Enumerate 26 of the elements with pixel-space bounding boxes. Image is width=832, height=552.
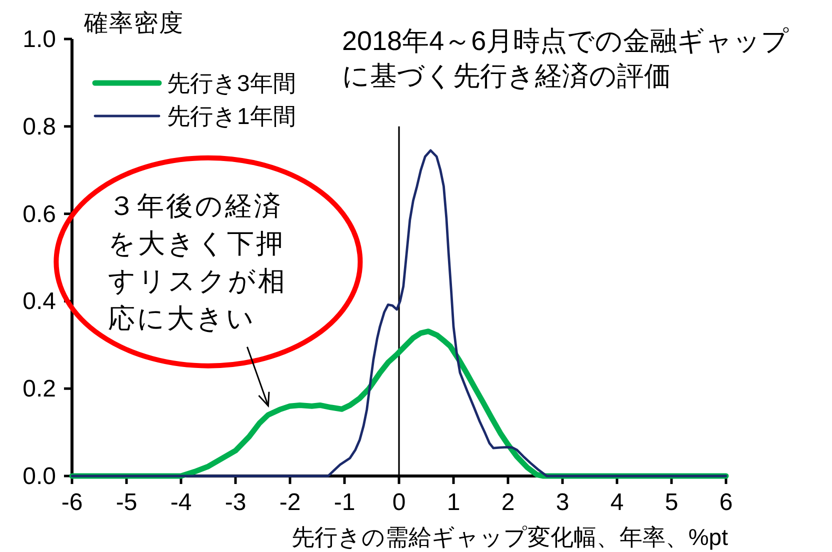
title: 2018年4～6月時点での金融ギャップ	[342, 26, 790, 56]
subtitle: に基づく先行き経済の評価	[342, 61, 671, 91]
xtick: 3	[556, 489, 570, 516]
ytick: 0.6	[22, 200, 56, 228]
xtick: 0	[392, 489, 406, 516]
xtick: 4	[610, 489, 624, 516]
xtick: -6	[61, 489, 83, 516]
xtick: -4	[170, 489, 192, 516]
xtick: -2	[279, 489, 301, 516]
legend-label: 先行き3年間	[167, 70, 296, 96]
xtick: 6	[719, 489, 733, 516]
xtick: -3	[224, 489, 246, 516]
ytick: 0.8	[22, 113, 56, 140]
xtick: 5	[664, 489, 678, 516]
xlabel: 先行きの需給ギャップ変化幅、年率、%pt	[291, 524, 728, 550]
ytick: 0.2	[22, 376, 56, 403]
ytick: 0.0	[22, 463, 56, 490]
xtick: -1	[334, 489, 356, 516]
ytick: 1.0	[22, 26, 56, 53]
ylabel: 確率密度	[84, 10, 184, 37]
xtick: -5	[116, 489, 138, 516]
annotation: ３年後の経済を大きく下押すリスクが相応に大きい	[108, 190, 288, 334]
ytick: 0.4	[22, 288, 56, 316]
xtick: 1	[446, 489, 460, 516]
legend-label: 先行き1年間	[167, 103, 296, 129]
xtick: 2	[501, 489, 515, 516]
